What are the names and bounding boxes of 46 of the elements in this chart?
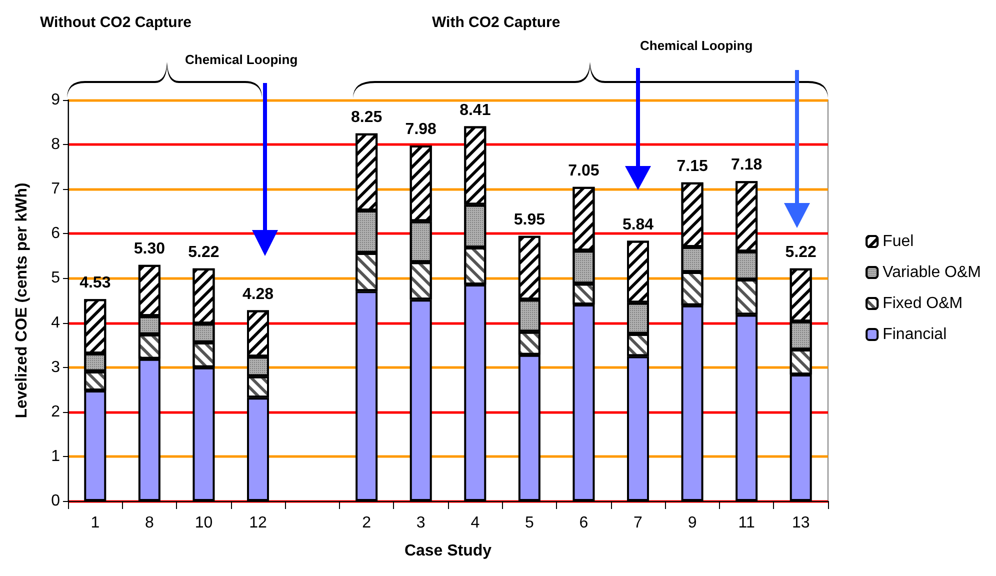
x-tick-label: 1 [90, 514, 100, 532]
x-tick-label: 10 [194, 514, 213, 532]
y-tick-label: 6 [51, 225, 60, 242]
y-tick-label: 9 [51, 92, 60, 108]
y-tick-label: 3 [51, 358, 60, 376]
total-label: 4.53 [80, 274, 111, 292]
total-label: 5.95 [514, 211, 546, 228]
total-label: 4.28 [242, 286, 274, 303]
total-label: 8.41 [460, 102, 491, 119]
total-label: 5.22 [188, 244, 220, 261]
y-tick-label: 5 [51, 270, 60, 287]
x-tick-label: 3 [416, 514, 426, 532]
y-tick-label: 0 [51, 492, 60, 510]
total-label: 8.25 [351, 108, 382, 126]
y-axis-title: Levelized COE (cents per kWh) [14, 182, 30, 418]
y-tick-label: 2 [51, 403, 60, 420]
total-label: 5.30 [134, 240, 166, 258]
x-tick-label: 6 [579, 514, 588, 532]
total-label: 7.18 [731, 156, 762, 174]
total-label: 5.22 [785, 244, 817, 261]
legend-label: Fuel [882, 233, 914, 250]
text: Chemical Looping [185, 52, 298, 67]
total-label: 7.98 [405, 120, 437, 138]
x-tick-label: 12 [249, 514, 267, 532]
legend-label: Variable O&M [882, 264, 981, 281]
x-tick-label: 2 [362, 514, 372, 532]
x-tick-label: 4 [470, 514, 480, 532]
text: With CO2 Capture [432, 14, 560, 31]
legend-label: Financial [882, 326, 947, 343]
x-tick-label: 8 [144, 514, 154, 532]
y-tick-label: 8 [51, 136, 60, 154]
total-label: 5.84 [622, 216, 654, 234]
legend-label: Fixed O&M [882, 295, 963, 312]
x-tick-label: 7 [634, 514, 643, 532]
total-label: 7.05 [568, 162, 600, 180]
total-label: 7.15 [676, 158, 708, 175]
text: Chemical Looping [640, 38, 753, 53]
y-tick-label: 7 [51, 180, 60, 198]
y-tick-label: 1 [51, 448, 60, 465]
y-tick-label: 4 [51, 314, 60, 332]
x-tick-label: 11 [738, 514, 755, 532]
text: Without CO2 Capture [40, 14, 192, 31]
x-tick-label: 13 [792, 514, 810, 532]
x-tick-label: 5 [524, 514, 534, 532]
x-tick-label: 9 [688, 514, 697, 532]
x-axis-title: Case Study [404, 542, 492, 560]
